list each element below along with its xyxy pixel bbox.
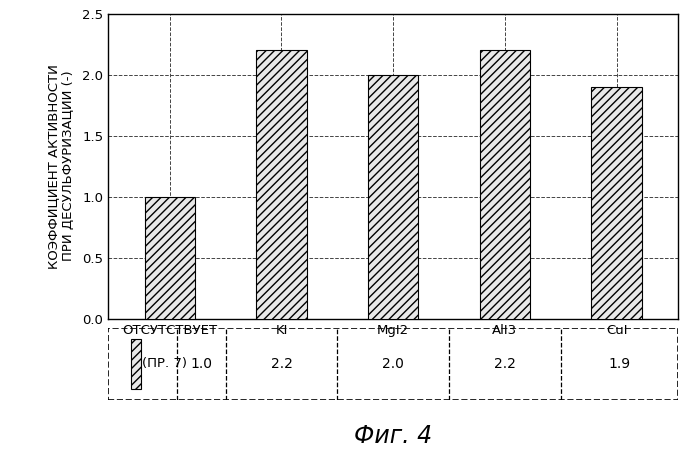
Bar bbox=[591, 87, 642, 318]
Bar bbox=[480, 50, 530, 318]
Text: 1.9: 1.9 bbox=[608, 357, 630, 371]
Text: 2.0: 2.0 bbox=[382, 357, 404, 371]
Text: 2.2: 2.2 bbox=[271, 357, 292, 371]
Text: (ПР. 7): (ПР. 7) bbox=[142, 358, 187, 370]
Text: 1.0: 1.0 bbox=[190, 357, 212, 371]
Y-axis label: КОЭФФИЦИЕНТ АКТИВНОСТИ
ПРИ ДЕСУЛЬФУРИЗАЦИИ (-): КОЭФФИЦИЕНТ АКТИВНОСТИ ПРИ ДЕСУЛЬФУРИЗАЦ… bbox=[48, 64, 75, 268]
Bar bbox=[368, 75, 418, 318]
Text: Фиг. 4: Фиг. 4 bbox=[354, 424, 432, 448]
Bar bbox=[145, 197, 195, 318]
Bar bbox=[131, 339, 141, 389]
Bar bbox=[257, 50, 307, 318]
Text: 2.2: 2.2 bbox=[494, 357, 516, 371]
